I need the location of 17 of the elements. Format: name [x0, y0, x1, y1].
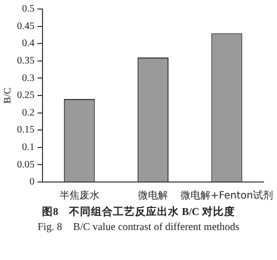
y-axis-title: B/C [2, 87, 14, 104]
x-tick-label: 微电解 [138, 190, 168, 202]
y-tick-label: 0.5 [22, 4, 34, 15]
x-tick-label: 微电解+Fenton试剂 [180, 190, 273, 202]
caption: Fig. 8 B/C value contrast of different methods [36, 221, 240, 235]
y-tick-label: 0.15 [17, 124, 34, 136]
y-tick-label: 0.3 [22, 72, 34, 84]
y-tick-label: 0.35 [17, 56, 34, 67]
y-tick-label: 0 [30, 176, 34, 188]
y-tick-label: 0.25 [17, 90, 34, 102]
x-tick-label: 半焦废水 [59, 190, 100, 202]
y-tick-label: 0.45 [17, 20, 34, 32]
y-tick-label: 0.2 [22, 107, 34, 118]
caption: 图8 不同组合工艺反应出水 B/C 对比度 [40, 205, 236, 220]
y-tick-label: 0.1 [22, 142, 34, 154]
y-tick-label: 0.05 [17, 159, 34, 170]
y-tick-label: 0.4 [22, 38, 34, 50]
